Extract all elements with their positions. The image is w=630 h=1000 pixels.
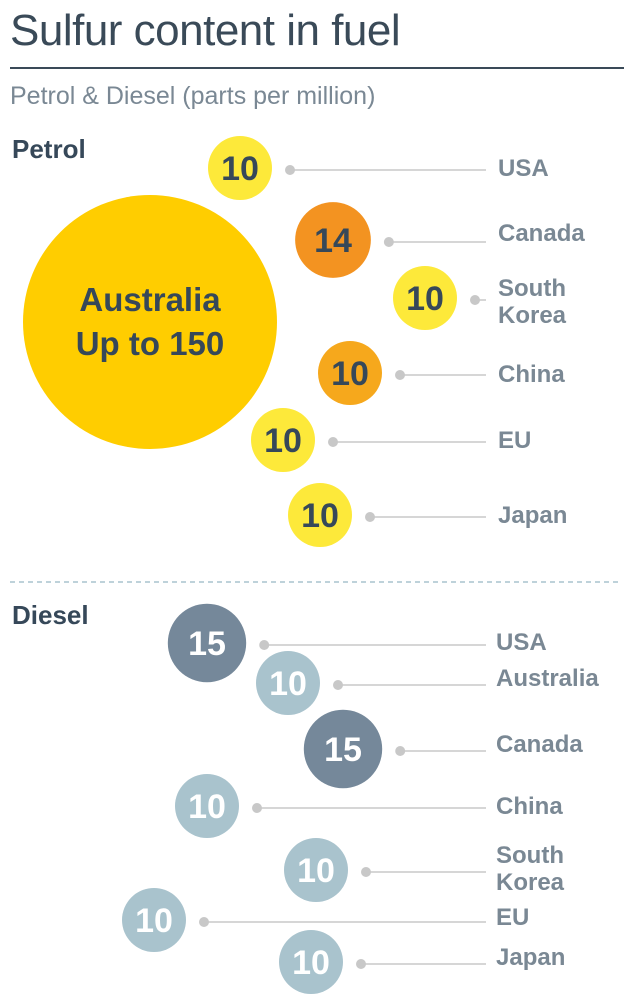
bubble-diesel-canada	[303, 709, 383, 789]
section-label-petrol: Petrol	[12, 134, 86, 164]
bubble-value-petrol-eu: 10	[264, 422, 302, 460]
bubble-value-diesel-china: 10	[188, 788, 226, 826]
country-label-diesel-canada: Canada	[496, 731, 583, 758]
country-label-petrol-canada: Canada	[498, 220, 585, 247]
connector-dot-petrol-eu	[328, 437, 338, 447]
country-label-diesel-japan: Japan	[496, 944, 565, 971]
connector-dot-diesel-usa	[259, 640, 270, 650]
connector-dot-diesel-eu	[199, 917, 209, 927]
connector-dot-diesel-japan	[356, 959, 366, 969]
country-label-petrol-south-korea-line1: South	[498, 275, 566, 302]
connector-dot-petrol-china	[395, 370, 405, 380]
bubble-petrol-australia	[23, 195, 277, 449]
country-label-petrol-eu: EU	[498, 427, 531, 454]
section-label-diesel: Diesel	[12, 600, 89, 630]
bubble-value-diesel-usa: 15	[188, 625, 226, 663]
bubble-label-petrol-australia-name: Australia	[79, 281, 221, 318]
connector-dot-petrol-south-korea	[470, 295, 480, 305]
country-label-diesel-eu: EU	[496, 904, 529, 931]
bubble-value-petrol-china: 10	[331, 355, 369, 393]
bubble-value-petrol-japan: 10	[301, 497, 339, 535]
connector-dot-petrol-japan	[365, 512, 375, 522]
chart-title: Sulfur content in fuel	[10, 6, 401, 55]
bubble-value-petrol-usa: 10	[221, 150, 259, 188]
bubble-petrol-eu	[251, 408, 315, 472]
bubble-petrol-japan	[288, 483, 352, 547]
country-label-diesel-china: China	[496, 793, 563, 820]
country-label-diesel-usa: USA	[496, 629, 547, 656]
bubble-petrol-china	[318, 341, 382, 405]
bubble-value-diesel-canada: 15	[324, 731, 362, 769]
country-label-diesel-south-korea-line1: South	[496, 842, 564, 869]
title-rule	[10, 67, 624, 69]
bubble-diesel-usa	[167, 603, 247, 683]
bubble-value-diesel-japan: 10	[292, 944, 330, 982]
bubble-petrol-south-korea	[393, 266, 457, 330]
connector-dot-diesel-china	[252, 803, 262, 813]
bubble-diesel-japan	[279, 930, 343, 994]
bubble-value-diesel-eu: 10	[135, 902, 173, 940]
chart-subtitle: Petrol & Diesel (parts per million)	[10, 82, 376, 110]
bubble-value-petrol-canada: 14	[314, 222, 352, 260]
country-label-diesel-australia: Australia	[496, 665, 599, 692]
bubble-diesel-australia	[256, 651, 320, 715]
bubble-diesel-china	[175, 774, 239, 838]
connector-dot-petrol-canada	[383, 237, 394, 247]
bubble-value-diesel-australia: 10	[269, 665, 307, 703]
country-label-petrol-usa: USA	[498, 155, 549, 182]
connector-dot-diesel-canada	[395, 746, 406, 756]
bubble-petrol-canada	[295, 202, 371, 278]
bubble-diesel-south-korea	[284, 838, 348, 902]
connector-dot-diesel-south-korea	[361, 867, 371, 877]
bubble-label-petrol-australia-value: Up to 150	[76, 325, 225, 362]
bubble-diesel-eu	[122, 888, 186, 952]
bubble-value-petrol-south-korea: 10	[406, 280, 444, 318]
country-label-petrol-china: China	[498, 361, 565, 388]
connector-dot-petrol-usa	[285, 165, 295, 175]
bubble-value-diesel-south-korea: 10	[297, 852, 335, 890]
country-label-petrol-japan: Japan	[498, 502, 567, 529]
connector-dot-diesel-australia	[333, 680, 343, 690]
country-label-diesel-south-korea-line2: Korea	[496, 869, 565, 896]
bubble-petrol-usa	[208, 136, 272, 200]
country-label-petrol-south-korea-line2: Korea	[498, 302, 567, 329]
